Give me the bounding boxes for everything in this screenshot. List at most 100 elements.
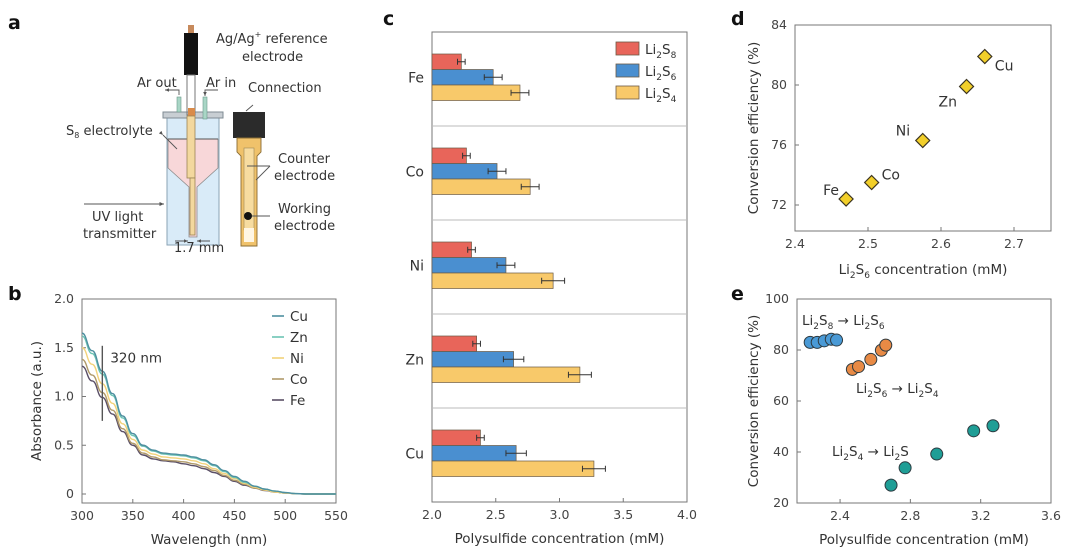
spectro-cell-diagram bbox=[84, 25, 224, 246]
label-gap: 1.7 mm bbox=[174, 241, 224, 256]
panel-label-c: c bbox=[383, 8, 394, 30]
panel-label-b: b bbox=[8, 283, 22, 305]
connection-cap bbox=[233, 112, 265, 138]
legend-label-cu: Cu bbox=[290, 309, 308, 325]
panel-e-scatter-chart: 2.4 2.8 3.2 3.6 20 40 60 80 100 Polysulfide conce… bbox=[746, 291, 1061, 548]
label-s8-electrolyte: S8 electrolyte bbox=[66, 124, 153, 140]
x-tick-label: 3.5 bbox=[613, 507, 633, 522]
x-tick-label: 3.6 bbox=[1041, 508, 1061, 523]
x-tick-label: 4.0 bbox=[677, 507, 697, 522]
x-axis-label: Li2S6 concentration (mM) bbox=[839, 262, 1008, 281]
data-point-fe bbox=[838, 191, 854, 207]
data-point-li2s4-to-li2s bbox=[930, 447, 944, 461]
annotation-320nm-label: 320 nm bbox=[110, 350, 162, 366]
x-tick-label: 450 bbox=[222, 508, 246, 523]
ar-in-tube bbox=[202, 96, 208, 120]
data-point-ni bbox=[914, 132, 931, 149]
label-ar-in: Ar in bbox=[206, 76, 236, 91]
x-tick-label: 350 bbox=[121, 508, 145, 523]
x-tick-label: 400 bbox=[172, 508, 196, 523]
x-tick-label: 2.8 bbox=[900, 508, 920, 523]
legend-swatch-li2s4 bbox=[615, 85, 640, 100]
series-line-ni bbox=[81, 347, 336, 495]
legend-label-li2s8: Li2S8 bbox=[645, 42, 677, 61]
y-tick-label: 0.5 bbox=[54, 437, 74, 452]
x-tick-label: 2.6 bbox=[931, 236, 951, 251]
series-line-cu bbox=[81, 332, 336, 495]
y-tick-label: 1.0 bbox=[54, 389, 74, 404]
plot-frame bbox=[796, 298, 1052, 504]
y-tick-label: 60 bbox=[773, 393, 789, 408]
x-axis-label: Polysulfide concentration (mM) bbox=[819, 532, 1029, 548]
x-tick-label: 3.0 bbox=[550, 507, 570, 522]
ar-in-arrow bbox=[203, 89, 218, 96]
point-label-zn: Zn bbox=[939, 95, 957, 111]
legend-label-ni: Ni bbox=[290, 351, 304, 367]
category-label-cu: Cu bbox=[405, 446, 424, 462]
bar-li2s6-ni bbox=[431, 257, 507, 274]
series-label-li2s4-to-li2s: Li2S4 → Li2S bbox=[832, 444, 909, 463]
point-label-fe: Fe bbox=[823, 183, 839, 199]
x-tick-label: 3.2 bbox=[971, 508, 991, 523]
bar-li2s6-zn bbox=[431, 351, 514, 368]
x-tick-label: 550 bbox=[324, 508, 348, 523]
label-working-2: electrode bbox=[274, 219, 335, 234]
bar-li2s4-co bbox=[431, 178, 531, 195]
panel-c-bar-chart: Fe Co Ni Zn Cu 2.0 2.5 3.0 3.5 4.0 Polysulfide con… bbox=[405, 31, 697, 547]
plot-frame bbox=[81, 298, 337, 504]
data-point-li2s4-to-li2s bbox=[898, 461, 912, 475]
x-tick-label: 300 bbox=[70, 508, 94, 523]
data-point-li2s8-to-li2s6 bbox=[830, 333, 844, 347]
s8-leader bbox=[158, 130, 178, 150]
panel-label-a: a bbox=[8, 12, 21, 34]
data-point-li2s6-to-li2s4 bbox=[852, 360, 866, 374]
x-tick-label: 2.5 bbox=[486, 507, 506, 522]
y-tick-label: 40 bbox=[773, 444, 789, 459]
bar-li2s6-co bbox=[431, 163, 498, 180]
label-connection: Connection bbox=[248, 81, 322, 96]
y-tick-label: 1.5 bbox=[54, 340, 74, 355]
x-tick-label: 2.4 bbox=[785, 236, 805, 251]
legend-label-co: Co bbox=[290, 372, 308, 388]
ar-out-arrow bbox=[165, 88, 180, 95]
label-ref-electrode: Ag/Ag+ reference bbox=[216, 30, 328, 47]
x-axis-label: Wavelength (nm) bbox=[151, 532, 268, 548]
bar-li2s8-fe bbox=[431, 53, 462, 70]
data-point-li2s6-to-li2s4 bbox=[879, 338, 893, 352]
category-label-fe: Fe bbox=[408, 70, 424, 86]
y-axis-label: Conversion efficiency (%) bbox=[746, 42, 762, 214]
data-point-li2s4-to-li2s bbox=[967, 424, 981, 438]
panel-label-e: e bbox=[731, 283, 744, 305]
bar-li2s8-ni bbox=[431, 241, 472, 258]
x-tick-label: 500 bbox=[273, 508, 297, 523]
panel-d-scatter-chart: 2.4 2.5 2.6 2.7 72 76 80 84 Li2S6 concentration … bbox=[746, 17, 1052, 281]
reference-electrode-tip bbox=[188, 25, 194, 34]
data-point-li2s4-to-li2s bbox=[986, 419, 1000, 433]
data-point-li2s6-to-li2s4 bbox=[864, 352, 878, 366]
label-ar-out: Ar out bbox=[137, 76, 177, 91]
bar-li2s6-cu bbox=[431, 445, 517, 462]
bar-li2s8-cu bbox=[431, 429, 481, 446]
data-point-co bbox=[863, 174, 880, 191]
legend-label-fe: Fe bbox=[290, 393, 305, 409]
label-working-1: Working bbox=[278, 202, 331, 217]
y-tick-label: 0 bbox=[66, 486, 74, 501]
y-tick-label: 20 bbox=[773, 495, 789, 510]
connection-leader bbox=[245, 104, 254, 112]
reference-electrode-body bbox=[184, 33, 198, 75]
legend-swatch-li2s8 bbox=[615, 41, 640, 56]
legend-swatch-li2s6 bbox=[615, 63, 640, 78]
label-uv-2: transmitter bbox=[83, 227, 157, 242]
legend-label-li2s4: Li2S4 bbox=[645, 86, 677, 105]
x-tick-label: 2.5 bbox=[858, 236, 878, 251]
panel-a: a bbox=[8, 12, 335, 256]
bar-li2s4-fe bbox=[431, 84, 521, 101]
y-axis-label: Conversion efficiency (%) bbox=[746, 315, 762, 487]
data-point-zn bbox=[958, 78, 975, 95]
electrode-diagram bbox=[233, 104, 271, 247]
bar-li2s4-zn bbox=[431, 366, 581, 383]
bar-li2s8-co bbox=[431, 147, 467, 164]
y-tick-label: 84 bbox=[771, 17, 787, 32]
label-ref-electrode-2: electrode bbox=[242, 50, 303, 65]
